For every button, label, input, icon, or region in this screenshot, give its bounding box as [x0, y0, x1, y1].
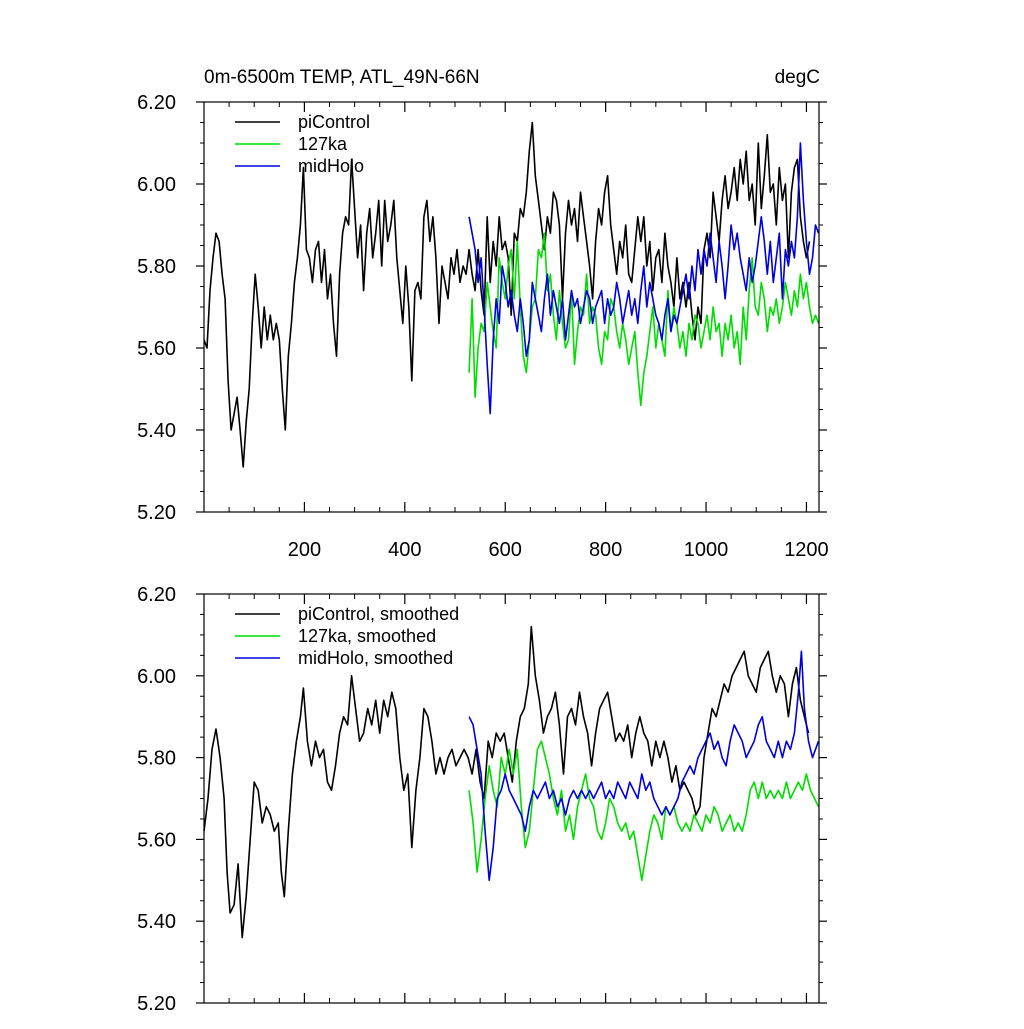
- bottom-series-line-2: [468, 650, 820, 882]
- bottom-y-tick-label: 5.40: [137, 911, 176, 933]
- top-x-tick-label: 600: [489, 539, 522, 561]
- bottom-plot-frame: [203, 593, 820, 1004]
- top-y-tick-label: 5.60: [137, 338, 176, 360]
- bottom-series-line-0: [203, 625, 810, 939]
- top-x-tick-label: 1200: [784, 539, 829, 561]
- top-x-tick-label: 200: [288, 539, 321, 561]
- top-legend-label-0: piControl: [298, 112, 370, 132]
- units-label: degC: [775, 67, 820, 88]
- top-y-tick-label: 6.20: [137, 92, 176, 114]
- bottom-series-line-1: [468, 740, 820, 882]
- top-y-tick-label: 5.80: [137, 256, 176, 278]
- top-legend-label-2: midHolo: [298, 156, 364, 176]
- top-series-line-1: [468, 232, 820, 407]
- top-legend-label-1: 127ka: [298, 134, 348, 154]
- chart-title: 0m-6500m TEMP, ATL_49N-66N: [204, 67, 480, 88]
- bottom-y-tick-label: 6.00: [137, 666, 176, 688]
- top-x-tick-label: 400: [388, 539, 421, 561]
- bottom-y-tick-label: 5.60: [137, 829, 176, 851]
- top-series-line-2: [468, 142, 820, 415]
- bottom-legend-label-1: 127ka, smoothed: [298, 626, 436, 646]
- bottom-legend-label-2: midHolo, smoothed: [298, 648, 453, 668]
- top-x-tick-label: 800: [589, 539, 622, 561]
- top-y-tick-label: 6.00: [137, 174, 176, 196]
- bottom-y-tick-label: 6.20: [137, 584, 176, 606]
- bottom-y-tick-label: 5.20: [137, 993, 176, 1015]
- top-x-tick-label: 1000: [684, 539, 729, 561]
- top-y-tick-label: 5.20: [137, 502, 176, 524]
- top-y-tick-label: 5.40: [137, 420, 176, 442]
- bottom-y-tick-label: 5.80: [137, 748, 176, 770]
- bottom-legend-label-0: piControl, smoothed: [298, 604, 459, 624]
